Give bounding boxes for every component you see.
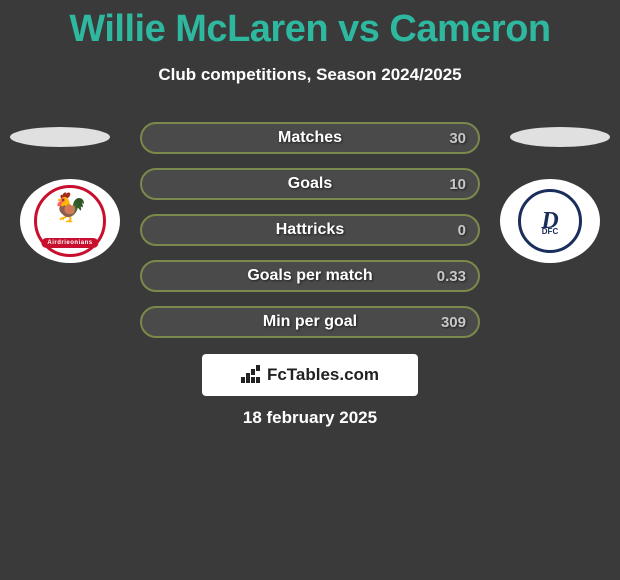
club-badge-left: 🐓 Airdrieonians (20, 179, 120, 263)
dfc-logo-icon: D DFC (514, 185, 586, 257)
subtitle: Club competitions, Season 2024/2025 (0, 65, 620, 85)
afc-logo-icon: 🐓 Airdrieonians (34, 185, 106, 257)
brand-badge[interactable]: FcTables.com (202, 354, 418, 396)
stat-row-goals: Goals 10 (140, 168, 480, 200)
stat-label: Goals (288, 175, 332, 193)
club-badge-right: D DFC (500, 179, 600, 263)
stat-label: Matches (278, 129, 342, 147)
brand-text: FcTables.com (267, 365, 379, 385)
date-label: 18 february 2025 (0, 408, 620, 428)
page-title: Willie McLaren vs Cameron (0, 0, 620, 51)
stat-value: 10 (449, 176, 466, 193)
club-right-short: DFC (542, 227, 558, 236)
player-photo-left (10, 127, 110, 147)
stat-value: 0 (458, 222, 466, 239)
player-photo-right (510, 127, 610, 147)
stat-row-matches: Matches 30 (140, 122, 480, 154)
stat-value: 309 (441, 314, 466, 331)
stat-label: Hattricks (276, 221, 344, 239)
stat-row-hattricks: Hattricks 0 (140, 214, 480, 246)
bar-chart-icon (241, 367, 261, 383)
stat-label: Goals per match (247, 267, 372, 285)
stats-container: Matches 30 Goals 10 Hattricks 0 Goals pe… (140, 122, 480, 352)
stat-label: Min per goal (263, 313, 357, 331)
stat-value: 0.33 (437, 268, 466, 285)
stat-row-goals-per-match: Goals per match 0.33 (140, 260, 480, 292)
stat-row-min-per-goal: Min per goal 309 (140, 306, 480, 338)
club-left-name: Airdrieonians (41, 238, 98, 248)
stat-value: 30 (449, 130, 466, 147)
